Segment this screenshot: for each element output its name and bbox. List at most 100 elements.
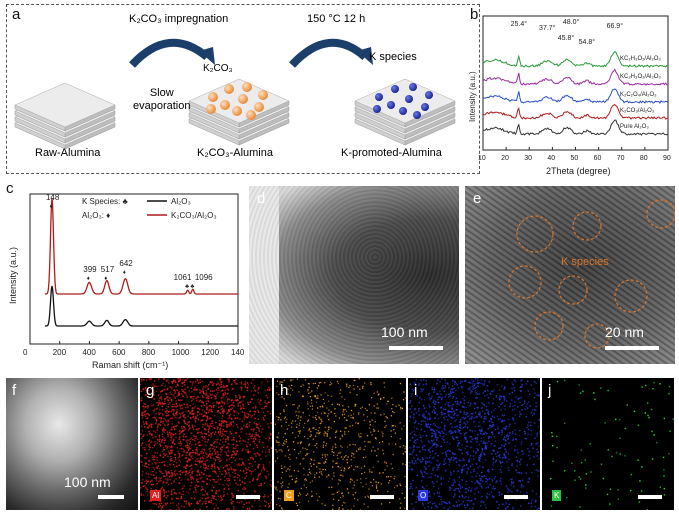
- k-species-particle: [405, 95, 413, 103]
- panel-label-g: g: [146, 382, 155, 399]
- k-species-outline: [516, 215, 554, 253]
- raman-legend-al2o3: Al₂O₃: ♦: [82, 211, 110, 220]
- eds-dots-al: [140, 378, 272, 510]
- k-species-particle: [399, 107, 407, 115]
- xrd-peak-label: 66.9°: [607, 22, 624, 30]
- xrd-x-tick-label: 30: [524, 155, 532, 162]
- k-species-outline: [572, 211, 602, 241]
- step2-label: 150 °C 12 h: [307, 13, 366, 25]
- element-tag-al: Al: [150, 490, 162, 501]
- eds-dots-k: [548, 379, 674, 510]
- panel-label-f: f: [12, 382, 17, 399]
- haadf-scale-label: 100 nm: [64, 474, 111, 490]
- k2co3-particle: [232, 106, 242, 116]
- xrd-x-tick-label: 50: [571, 155, 579, 162]
- raw-alumina-stack: [14, 82, 116, 150]
- step1-label: K₂CO₃ impregnation: [129, 13, 229, 25]
- xrd-series-line: [482, 88, 669, 105]
- xrd-series-line: [482, 119, 669, 136]
- xrd-peak-label: 45.8°: [558, 34, 575, 42]
- raman-x-tick-label: 400: [82, 348, 96, 357]
- k-species-label: K species: [369, 51, 417, 63]
- k-species-particle: [391, 85, 399, 93]
- hrtem-scalebar-e: [605, 346, 659, 350]
- hrtem-scale-label-e: 20 nm: [605, 324, 644, 340]
- xrd-series-label: K₂CO₃/Al₂O₃: [620, 108, 655, 114]
- xrd-x-tick-label: 90: [663, 155, 671, 162]
- haadf-particle: [6, 378, 138, 510]
- tem-particle-region: [279, 186, 459, 364]
- k-species-particle: [409, 83, 417, 91]
- k-species-particle: [375, 93, 383, 101]
- eds-dots-o: [408, 378, 540, 510]
- raman-peak-marker: ♦: [123, 270, 126, 276]
- xrd-series-label: KC₂H₃O₂/Al₂O₃: [620, 74, 661, 80]
- tem-scalebar-d: [389, 346, 443, 350]
- panel-label-a: a: [12, 6, 21, 23]
- raman-peak-marker: ♦: [87, 276, 90, 282]
- xrd-peak-label: 37.7°: [539, 24, 556, 32]
- k-species-outlines: [508, 199, 675, 349]
- xrd-x-tick-label: 40: [547, 155, 555, 162]
- xrd-peak-label: 54.8°: [579, 38, 596, 46]
- eds-map-al: g Al: [140, 378, 272, 510]
- arrow-heating: [289, 38, 368, 68]
- element-tag-o: O: [418, 490, 429, 501]
- element-tag-k: K: [552, 490, 562, 501]
- k-species-outline: [614, 279, 648, 313]
- k2co3-alumina-stack: [188, 78, 290, 146]
- arrow-impregnation: [129, 38, 210, 68]
- xrd-series-line: [482, 104, 669, 120]
- k-species-outline: [558, 275, 588, 305]
- raman-peak-label: 399: [83, 265, 97, 274]
- eds-scalebar-k: [638, 495, 662, 499]
- panel-label-d: d: [257, 190, 266, 207]
- layer-top: [14, 82, 116, 128]
- k2co3-particle: [208, 92, 218, 102]
- panel-label-h: h: [280, 382, 289, 399]
- k-species-annotation: K species: [561, 256, 609, 268]
- eds-scalebar-c: [370, 495, 394, 499]
- k2co3-particle: [246, 110, 256, 120]
- element-tag-c: C: [284, 490, 294, 501]
- k-species-outline: [534, 311, 564, 341]
- xrd-x-tick-label: 10: [478, 155, 486, 162]
- xrd-peak-label: 25.4°: [511, 20, 528, 28]
- raman-series-line: [44, 197, 238, 295]
- raman-peak-marker: ♦: [49, 204, 52, 210]
- raman-legend-al2o3-series: Al₂O₃: [171, 197, 191, 206]
- raman-x-tick-label: 1200: [201, 348, 219, 357]
- k2co3-particle: [220, 100, 230, 110]
- raman-peak-label: 517: [101, 265, 115, 274]
- eds-dot-group: [140, 378, 272, 510]
- raman-peak-marker: ♦: [104, 276, 107, 282]
- k2co3-particle-label: K₂CO₃: [203, 63, 233, 74]
- raman-peak-label: 1096: [195, 273, 213, 282]
- xrd-x-tick-label: 70: [617, 155, 625, 162]
- k2co3-particle: [238, 94, 248, 104]
- k-species-particle: [425, 91, 433, 99]
- caption-raw-alumina: Raw-Alumina: [35, 147, 101, 159]
- panel-label-e: e: [473, 190, 482, 207]
- k-species-particle: [421, 103, 429, 111]
- xrd-series-label: K₂C₂O₄/Al₂O₃: [620, 92, 657, 98]
- haadf-scalebar: [98, 495, 124, 499]
- k-species-particle: [387, 101, 395, 109]
- k-species-outline: [646, 199, 675, 229]
- hrtem-image-20nm: K species e 20 nm: [465, 186, 675, 364]
- eds-dots-c: [274, 378, 406, 510]
- raman-x-tick-label: 600: [112, 348, 126, 357]
- raman-x-tick-label: 1000: [172, 348, 190, 357]
- caption-k2co3-alumina: K₂CO₃-Alumina: [197, 147, 273, 159]
- eds-dot-group: [274, 378, 406, 510]
- raman-x-tick-label: 0: [23, 348, 28, 357]
- raman-legend-k2co3-series: K₂CO₃/Al₂O₃: [171, 211, 217, 220]
- xrd-chart: 25.4° 37.7°45.8° 48.0° 54.8° 66.9° Pure Al₂O…: [468, 15, 671, 176]
- layer-top: [354, 78, 456, 124]
- xrd-series-label: Pure Al₂O₃: [620, 124, 649, 130]
- tem-texture: [249, 186, 459, 364]
- raman-peak-label: 642: [119, 259, 133, 268]
- eds-dot-group: [408, 378, 540, 510]
- k-species-outline: [508, 265, 542, 299]
- raman-x-tick-label: 800: [142, 348, 156, 357]
